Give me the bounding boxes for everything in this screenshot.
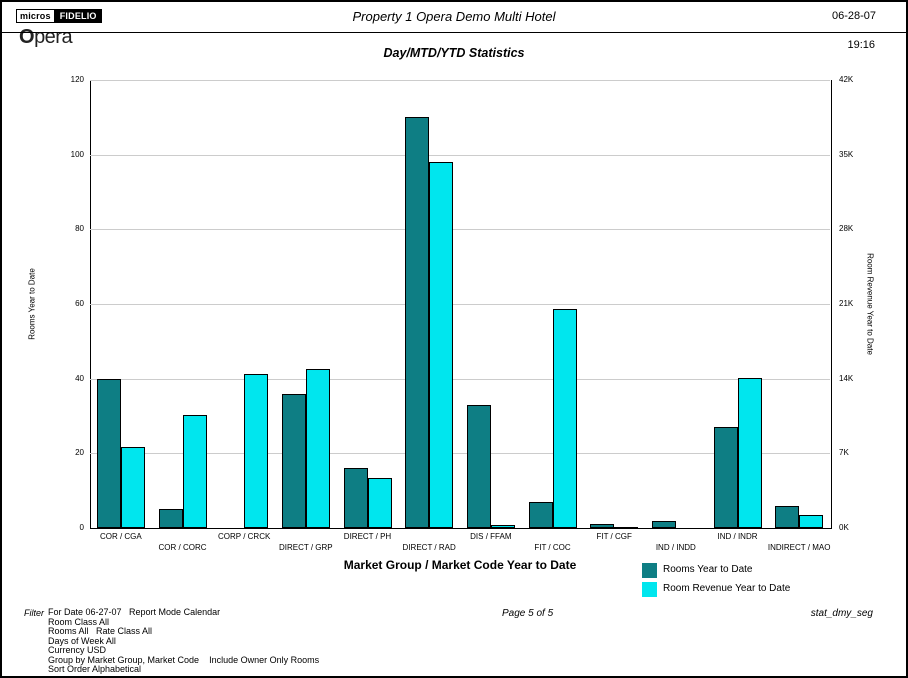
- filter-criteria: For Date 06-27-07 Report Mode Calendar Ro…: [48, 607, 320, 675]
- filter-line: Sort Order Alphabetical: [48, 664, 142, 674]
- y-axis-tick-right: 35K: [839, 149, 854, 159]
- y-axis-tick-left: 40: [75, 373, 84, 383]
- y-axis-title-right: Room Revenue Year to Date: [865, 253, 875, 355]
- y-axis-tick-left: 0: [79, 523, 84, 532]
- filter-line: Room Class All: [48, 616, 110, 627]
- x-category-label: COR / CORC: [158, 543, 207, 552]
- bar-revenue: [429, 162, 454, 528]
- filter-line: Days of Week All: [48, 635, 116, 646]
- y-axis-tick-right: 0K: [839, 523, 849, 532]
- bar-rooms: [466, 404, 491, 528]
- filter-line: Currency USD: [48, 645, 107, 655]
- bar-revenue: [552, 309, 577, 528]
- grid-line: [90, 155, 830, 156]
- bar-revenue: [305, 369, 330, 528]
- bar-rooms: [590, 524, 615, 528]
- bar-rooms: [281, 393, 306, 528]
- x-category-label: IND / INDD: [655, 543, 696, 552]
- x-category-label: FIT / CGF: [596, 532, 632, 541]
- y-axis-tick-left: 20: [75, 448, 84, 458]
- bar-revenue: [737, 377, 762, 528]
- micros-logo: micros: [16, 9, 55, 23]
- grid-line: [90, 453, 830, 454]
- bar-rooms: [775, 505, 800, 528]
- micros-fidelio-logo: micros FIDELIO: [16, 9, 102, 23]
- legend-swatch: [642, 582, 657, 597]
- legend-label: Room Revenue Year to Date: [663, 583, 791, 594]
- y-axis-title-left: Rooms Year to Date: [27, 268, 37, 340]
- header-divider: [2, 32, 906, 33]
- x-category-label: FIT / COC: [534, 543, 571, 552]
- y-axis-tick-left: 80: [75, 224, 84, 234]
- bar-revenue: [244, 374, 269, 528]
- filter-line: For Date 06-27-07 Report Mode Calendar: [48, 607, 221, 617]
- y-axis-tick-right: 7K: [839, 448, 849, 458]
- bar-rooms: [158, 509, 183, 528]
- bar-rooms: [713, 427, 738, 528]
- grid-line: [90, 80, 830, 81]
- bar-rooms: [343, 468, 368, 528]
- y-axis-tick-left: 120: [70, 75, 84, 84]
- bar-revenue: [367, 477, 392, 528]
- bar-rooms: [528, 501, 553, 528]
- y-axis-tick-right: 42K: [839, 75, 854, 84]
- bar-revenue: [614, 526, 639, 529]
- report-date: 06-28-07: [831, 10, 876, 22]
- x-category-label: DIRECT / GRP: [279, 543, 333, 552]
- report-time: 19:16: [847, 39, 875, 51]
- filter-line: Rooms All Rate Class All: [48, 626, 153, 636]
- x-category-label: DIS / FFAM: [470, 532, 512, 541]
- grid-line: [90, 304, 830, 305]
- filter-line: Group by Market Group, Market Code Inclu…: [48, 654, 320, 665]
- bar-rooms: [651, 520, 676, 528]
- y-axis-tick-left: 100: [70, 149, 84, 159]
- bar-rooms: [96, 378, 121, 528]
- bar-revenue: [182, 414, 207, 528]
- x-category-label: COR / CGA: [99, 532, 142, 541]
- x-category-label: DIRECT / RAD: [402, 543, 456, 552]
- report-title: Day/MTD/YTD Statistics: [383, 46, 525, 60]
- y-axis-tick-right: 28K: [839, 224, 854, 234]
- bar-rooms: [405, 117, 430, 528]
- x-category-label: INDIRECT / MAO: [767, 543, 831, 552]
- legend-swatch: [642, 563, 657, 578]
- bar-revenue: [120, 446, 145, 528]
- grid-line: [90, 379, 830, 380]
- y-axis-tick-right: 21K: [839, 299, 854, 308]
- y-axis-tick-left: 60: [75, 299, 84, 308]
- page-number: Page 5 of 5: [502, 608, 554, 619]
- report-id: stat_dmy_seg: [810, 608, 873, 619]
- x-axis-title: Market Group / Market Code Year to Date: [343, 558, 577, 572]
- bar-revenue: [490, 524, 515, 528]
- x-category-label: DIRECT / PH: [343, 532, 392, 541]
- bar-revenue: [799, 515, 824, 528]
- filter-label: Filter: [24, 608, 44, 618]
- y-axis-tick-right: 14K: [839, 373, 854, 383]
- opera-logo: Opera: [19, 26, 73, 48]
- property-title: Property 1 Opera Demo Multi Hotel: [352, 9, 556, 24]
- x-category-label: IND / INDR: [717, 532, 758, 541]
- fidelio-logo: FIDELIO: [54, 9, 102, 23]
- grid-line: [90, 229, 830, 230]
- legend-label: Rooms Year to Date: [663, 564, 753, 575]
- x-category-label: CORP / CRCK: [218, 532, 271, 541]
